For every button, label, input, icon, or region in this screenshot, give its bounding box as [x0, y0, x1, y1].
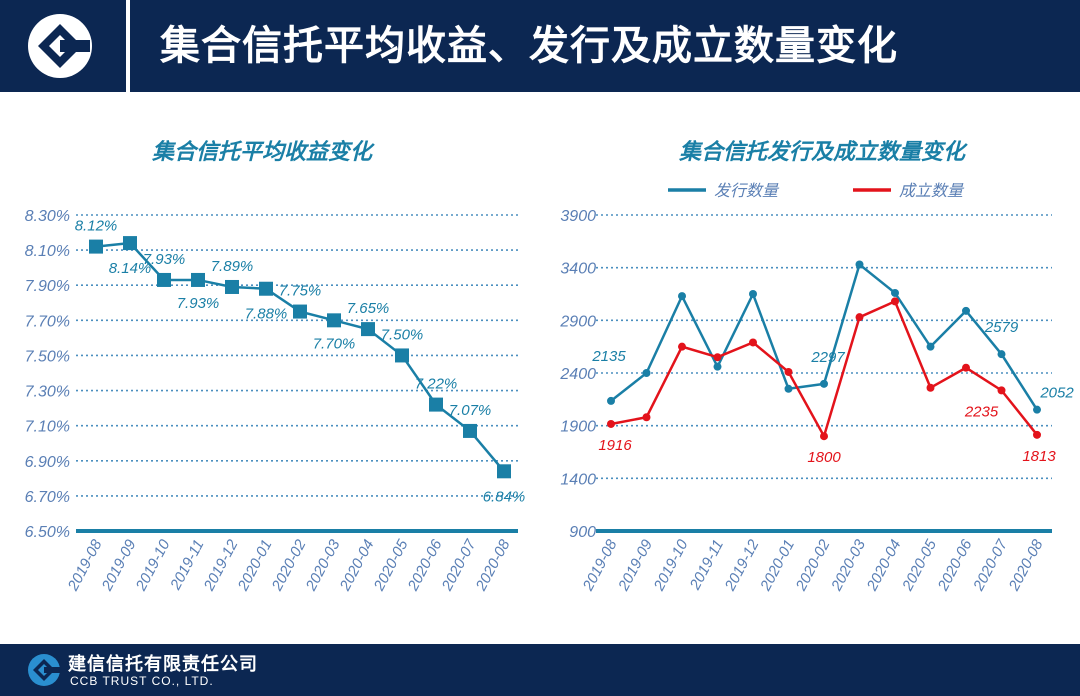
data-point: [997, 350, 1006, 359]
data-label: 7.93%: [143, 251, 186, 268]
data-point: [926, 342, 935, 351]
data-point: [678, 342, 686, 351]
data-label: 7.88%: [245, 306, 288, 323]
y-tick-label: 7.10%: [25, 419, 70, 436]
data-label: 2297: [810, 349, 845, 366]
data-point: [293, 304, 307, 319]
data-point: [820, 379, 828, 388]
data-label: 1813: [1022, 448, 1056, 465]
y-tick-label: 1400: [560, 471, 596, 488]
data-label: 7.22%: [415, 376, 458, 393]
data-label: 8.14%: [109, 260, 152, 277]
data-point: [191, 272, 205, 287]
series-line-0: [610, 262, 1039, 411]
y-tick-label: 8.10%: [25, 243, 70, 260]
data-point: [607, 419, 615, 428]
data-label: 7.75%: [279, 283, 322, 300]
data-label: 7.65%: [347, 300, 390, 317]
data-point: [225, 279, 239, 294]
data-point: [855, 260, 864, 269]
y-tick-label: 2900: [559, 313, 596, 330]
data-point: [642, 369, 651, 377]
y-tick-label: 7.30%: [25, 384, 70, 401]
data-label: 2579: [984, 319, 1019, 336]
data-point: [1033, 405, 1041, 414]
data-point: [123, 236, 137, 251]
company-name-cn: 建信信托有限责任公司: [68, 654, 258, 675]
data-point: [997, 386, 1006, 395]
data-point: [497, 464, 511, 479]
x-tick-label: 2019-10: [650, 536, 692, 594]
data-point: [891, 297, 899, 306]
data-point: [855, 313, 864, 322]
data-point: [463, 423, 477, 438]
yield-chart: 集合信托平均收益变化 8.30% 8.10% 7.90% 7.70% 7.50% 7.30…: [25, 139, 526, 594]
data-label: 2052: [1039, 385, 1074, 402]
data-point: [361, 322, 375, 337]
yield-chart-title: 集合信托平均收益变化: [151, 139, 375, 165]
data-point: [89, 239, 103, 254]
data-label: 2135: [591, 348, 626, 365]
issuance-chart-title: 集合信托发行及成立数量变化: [678, 139, 968, 165]
y-tick-label: 6.50%: [25, 524, 70, 541]
data-point: [713, 362, 722, 371]
data-point: [607, 396, 615, 405]
header-logo: [0, 0, 126, 92]
data-point: [749, 290, 757, 298]
data-point: [749, 338, 757, 347]
y-tick-label: 7.50%: [25, 348, 70, 365]
data-label: 7.07%: [449, 402, 492, 419]
data-point: [784, 384, 793, 393]
data-point: [962, 306, 970, 315]
data-point: [784, 367, 793, 376]
data-point: [259, 281, 273, 296]
data-point: [891, 288, 899, 297]
y-tick-label: 2400: [559, 366, 596, 383]
ccb-logo-icon: [28, 14, 92, 78]
data-point: [157, 272, 171, 287]
data-point: [429, 397, 443, 412]
data-point: [962, 363, 970, 372]
legend-label: 成立数量: [899, 181, 965, 200]
data-label: 2235: [964, 403, 999, 420]
data-point: [327, 313, 341, 328]
y-tick-label: 3400: [560, 261, 596, 278]
data-label: 6.84%: [483, 488, 526, 505]
data-label: 1800: [807, 449, 841, 466]
y-tick-label: 8.30%: [25, 208, 70, 225]
y-tick-label: 7.70%: [25, 313, 70, 330]
x-tick-label: 2020-08: [1005, 536, 1047, 594]
legend-label: 发行数量: [714, 181, 780, 200]
page-title: 集合信托平均收益、发行及成立数量变化: [160, 23, 898, 69]
data-point: [1033, 430, 1041, 439]
y-tick-label: 1900: [560, 419, 596, 436]
data-point: [926, 383, 935, 392]
data-point: [678, 292, 686, 301]
y-tick-label: 3900: [560, 208, 596, 225]
y-tick-label: 900: [569, 524, 596, 541]
data-label: 7.50%: [381, 326, 424, 343]
y-tick-label: 6.90%: [25, 454, 70, 471]
header-divider: [126, 0, 130, 92]
header-bar: 集合信托平均收益、发行及成立数量变化: [0, 0, 1080, 92]
data-label: 7.93%: [177, 295, 220, 312]
ccb-logo-icon: [28, 654, 60, 686]
data-label: 7.89%: [211, 258, 254, 275]
data-point: [395, 348, 409, 363]
y-tick-label: 7.90%: [25, 278, 70, 295]
y-tick-label: 6.70%: [25, 489, 70, 506]
data-label: 8.12%: [75, 218, 118, 235]
data-point: [642, 413, 651, 422]
issuance-chart: 集合信托发行及成立数量变化 发行数量 成立数量 3900 3400 2900 2400 1…: [559, 139, 1074, 594]
company-name-en: CCB TRUST CO., LTD.: [70, 674, 214, 688]
data-point: [713, 353, 722, 362]
footer-bar: 建信信托有限责任公司 CCB TRUST CO., LTD.: [0, 644, 1080, 696]
data-point: [820, 432, 828, 441]
data-label: 7.70%: [313, 335, 356, 352]
data-label: 1916: [598, 437, 632, 454]
